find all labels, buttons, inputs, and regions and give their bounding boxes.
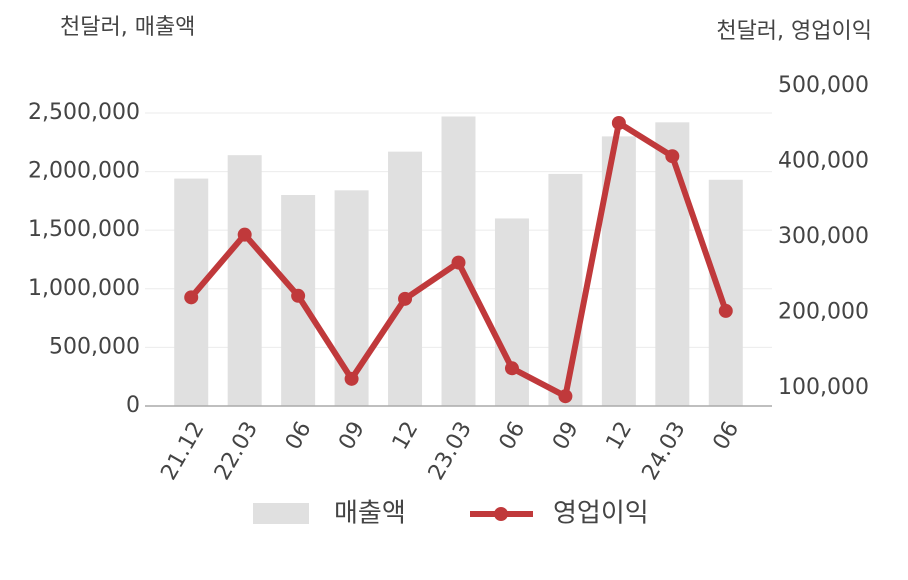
x-tick-label: 06 (495, 418, 531, 455)
line-point (504, 361, 519, 376)
x-tick-label: 09 (548, 418, 584, 455)
line-point (611, 115, 626, 130)
legend-swatch (494, 507, 508, 521)
y-tick-label: 0 (126, 393, 140, 418)
x-tick-label: 21.12 (156, 418, 209, 485)
y-tick-label: 500,000 (49, 334, 140, 359)
line-point (451, 255, 466, 270)
x-tick-label: 06 (281, 418, 317, 455)
line-point (184, 290, 199, 305)
x-tick-label: 12 (602, 418, 638, 455)
y-tick-label: 1,000,000 (28, 276, 140, 301)
line-point (718, 303, 733, 318)
line-point (665, 149, 680, 164)
x-tick-label: 12 (388, 418, 424, 455)
bar (655, 122, 690, 406)
bar (708, 179, 743, 406)
x-tick-label: 24.03 (638, 418, 691, 485)
y-tick-label: 2,000,000 (28, 159, 140, 184)
y2-tick-label: 400,000 (778, 148, 869, 173)
legend-label: 매출액 (334, 499, 406, 529)
legend-swatch (253, 503, 309, 524)
line-point (291, 288, 306, 303)
y2-tick-label: 300,000 (778, 224, 869, 249)
line-point (344, 371, 359, 386)
line-point (558, 389, 573, 404)
bar (227, 155, 262, 406)
x-tick-label: 23.03 (424, 418, 477, 485)
y-tick-label: 2,500,000 (28, 100, 140, 125)
x-tick-label: 09 (334, 418, 370, 455)
bar (494, 218, 529, 406)
y-tick-label: 1,500,000 (28, 217, 140, 242)
line-point (237, 227, 252, 242)
bar (548, 173, 583, 406)
y2-tick-label: 200,000 (778, 299, 869, 324)
y2-tick-label: 500,000 (778, 73, 869, 98)
line-point (398, 291, 413, 306)
y2-tick-label: 100,000 (778, 375, 869, 400)
y2-axis-title: 천달러, 영업이익 (716, 19, 872, 44)
bar (334, 190, 369, 406)
x-tick-label: 06 (709, 418, 745, 455)
bar (388, 151, 423, 406)
legend-label: 영업이익 (553, 499, 649, 529)
x-tick-label: 22.03 (210, 418, 263, 485)
y-axis-title: 천달러, 매출액 (60, 15, 195, 40)
